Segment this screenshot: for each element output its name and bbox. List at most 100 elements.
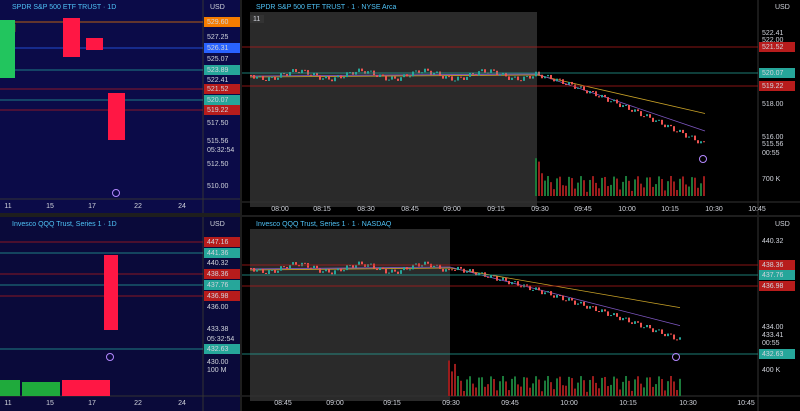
candle <box>499 279 501 281</box>
candle <box>448 76 450 78</box>
volume-bar <box>598 188 600 196</box>
volume-bar <box>541 391 543 396</box>
volume-bar <box>682 176 684 196</box>
candle <box>673 126 675 132</box>
candle <box>286 266 288 269</box>
volume-bar <box>628 180 630 196</box>
price-label: 430.00 <box>207 359 229 366</box>
volume-bar <box>595 182 597 196</box>
candle <box>505 72 507 77</box>
premarket-shade <box>250 229 450 401</box>
candle <box>520 80 522 82</box>
price-label-bg <box>759 281 795 291</box>
volume-bar <box>589 179 591 196</box>
candle <box>601 94 603 98</box>
candle <box>571 81 573 85</box>
candle <box>592 91 594 93</box>
candle <box>388 79 390 81</box>
candle <box>574 300 576 305</box>
candle <box>454 80 456 82</box>
candle <box>343 270 345 272</box>
candle <box>376 268 378 271</box>
time-label: 10:15 <box>619 400 637 407</box>
candle <box>481 69 483 72</box>
candle <box>262 268 264 273</box>
candle <box>274 269 276 273</box>
candle <box>652 117 654 122</box>
price-label: 522.41 <box>762 30 784 37</box>
candle <box>379 267 381 271</box>
price-label-bg <box>204 84 240 94</box>
volume-bar <box>547 176 549 196</box>
candle <box>517 281 519 286</box>
candle <box>643 116 645 118</box>
price-label: 440.32 <box>762 238 784 245</box>
candle <box>271 269 273 271</box>
candle <box>442 75 444 79</box>
candle <box>505 277 507 281</box>
candle <box>454 269 456 271</box>
volume-bar <box>514 376 516 396</box>
volume-bar <box>586 191 588 196</box>
candle <box>586 90 588 94</box>
candle <box>556 78 558 82</box>
price-label: 529.60 <box>207 19 229 26</box>
candle <box>604 309 606 312</box>
time-label: 08:45 <box>274 400 292 407</box>
price-label: 436.98 <box>762 283 784 290</box>
candle <box>577 303 579 305</box>
candle <box>268 77 270 81</box>
time-label: 17 <box>88 203 96 210</box>
volume-bar <box>544 180 546 196</box>
candle <box>265 272 267 274</box>
price-label-bg <box>204 65 240 75</box>
candle <box>619 316 621 321</box>
candle <box>670 124 672 127</box>
volume-bar <box>484 386 486 396</box>
candle <box>628 317 630 323</box>
volume-bar <box>616 178 618 196</box>
volume-bar <box>598 388 600 396</box>
price-label-bg <box>759 270 795 280</box>
volume-bar <box>595 382 597 396</box>
currency: USD <box>210 4 225 11</box>
price-label-bg <box>204 237 240 247</box>
candle <box>634 109 636 112</box>
candle <box>679 337 681 340</box>
candle <box>307 70 309 75</box>
volume-bar <box>655 184 657 196</box>
candle <box>331 79 333 82</box>
candle <box>559 78 561 80</box>
candle <box>418 70 420 74</box>
time-label: 09:30 <box>442 400 460 407</box>
candle <box>685 133 687 138</box>
candle <box>598 311 600 313</box>
candle <box>490 274 492 278</box>
volume-bar <box>622 381 624 396</box>
time-label: 10:00 <box>618 206 636 213</box>
price-label-bg <box>204 344 240 354</box>
candle <box>511 282 513 285</box>
time-label: 11 <box>4 400 11 407</box>
volume-bar <box>679 178 681 196</box>
candle <box>334 270 336 275</box>
volume-bar <box>664 390 666 396</box>
volume-bar <box>613 376 615 396</box>
interval-badge: 11 <box>253 16 260 23</box>
candle <box>328 269 330 273</box>
price-label: 527.25 <box>207 34 229 41</box>
candle <box>382 74 384 76</box>
candle <box>424 68 426 73</box>
price-label: 05:32:54 <box>207 147 234 154</box>
candle <box>412 71 414 77</box>
interval-badge-bg <box>250 15 264 23</box>
daily-candle <box>104 255 118 330</box>
candle <box>484 272 486 277</box>
candle <box>595 91 597 97</box>
indicator-icon <box>699 155 707 163</box>
panel-bg <box>0 217 240 411</box>
candle <box>400 270 402 274</box>
time-label: 09:00 <box>326 400 344 407</box>
candle <box>469 72 471 77</box>
